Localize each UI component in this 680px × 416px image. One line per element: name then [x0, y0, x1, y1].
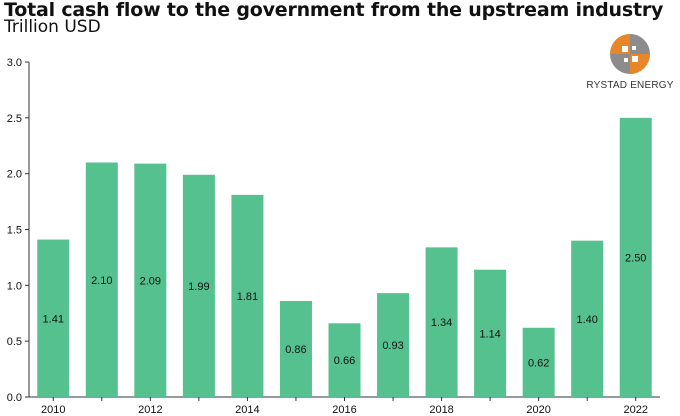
x-tick-label: 2018: [429, 404, 453, 416]
bar-value-label: 1.41: [43, 313, 64, 325]
x-tick-label: 2016: [332, 404, 356, 416]
bar-value-label: 1.81: [237, 291, 258, 303]
bar-value-label: 0.86: [285, 344, 306, 356]
y-tick-label: 0.5: [7, 336, 22, 348]
x-tick-label: 2014: [235, 404, 259, 416]
y-tick-label: 0.0: [7, 392, 22, 404]
bar: [328, 323, 361, 397]
bar: [377, 293, 410, 397]
bar-value-label: 2.10: [91, 275, 112, 287]
bar: [134, 163, 167, 397]
bar-value-label: 1.99: [188, 281, 209, 293]
bar-value-label: 2.50: [625, 252, 646, 264]
x-tick-label: 2022: [623, 404, 647, 416]
bar: [571, 240, 604, 397]
logo-text: RYSTAD ENERGY: [586, 80, 674, 91]
bar-value-label: 1.14: [479, 328, 500, 340]
bar: [425, 247, 458, 397]
bar-value-label: 1.40: [576, 314, 597, 326]
y-tick-label: 2.0: [7, 169, 22, 181]
bar: [231, 194, 264, 397]
bar: [279, 300, 312, 397]
y-tick-label: 3.0: [7, 57, 22, 69]
bar: [85, 162, 118, 397]
bar: [182, 174, 215, 397]
y-tick-label: 1.5: [7, 225, 22, 237]
x-tick-label: 2020: [526, 404, 550, 416]
bar: [619, 117, 652, 397]
bar: [474, 269, 507, 397]
bar-value-label: 2.09: [140, 275, 161, 287]
bar: [37, 239, 70, 397]
chart-subtitle: Trillion USD: [4, 17, 101, 37]
bar-value-label: 0.66: [334, 355, 355, 367]
bar-value-label: 0.93: [382, 340, 403, 352]
x-tick-label: 2010: [41, 404, 65, 416]
chart-title: Total cash flow to the government from t…: [4, 0, 664, 21]
y-tick-label: 2.5: [7, 113, 22, 125]
rystad-logo-icon: [610, 34, 650, 74]
bar-value-label: 0.62: [528, 357, 549, 369]
bar: [522, 327, 555, 397]
bar-value-label: 1.34: [431, 317, 452, 329]
x-tick-label: 2012: [138, 404, 162, 416]
y-tick-label: 1.0: [7, 280, 22, 292]
